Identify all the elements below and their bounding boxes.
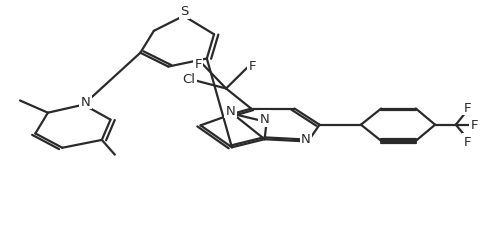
Text: N: N	[260, 112, 270, 125]
Text: S: S	[181, 5, 189, 18]
Text: N: N	[226, 104, 236, 117]
Text: N: N	[81, 95, 91, 108]
Text: Cl: Cl	[182, 73, 195, 86]
Text: F: F	[464, 101, 471, 114]
Text: F: F	[464, 135, 471, 148]
Text: F: F	[194, 57, 202, 70]
Text: N: N	[301, 132, 311, 145]
Text: F: F	[470, 119, 478, 132]
Text: F: F	[249, 60, 256, 73]
